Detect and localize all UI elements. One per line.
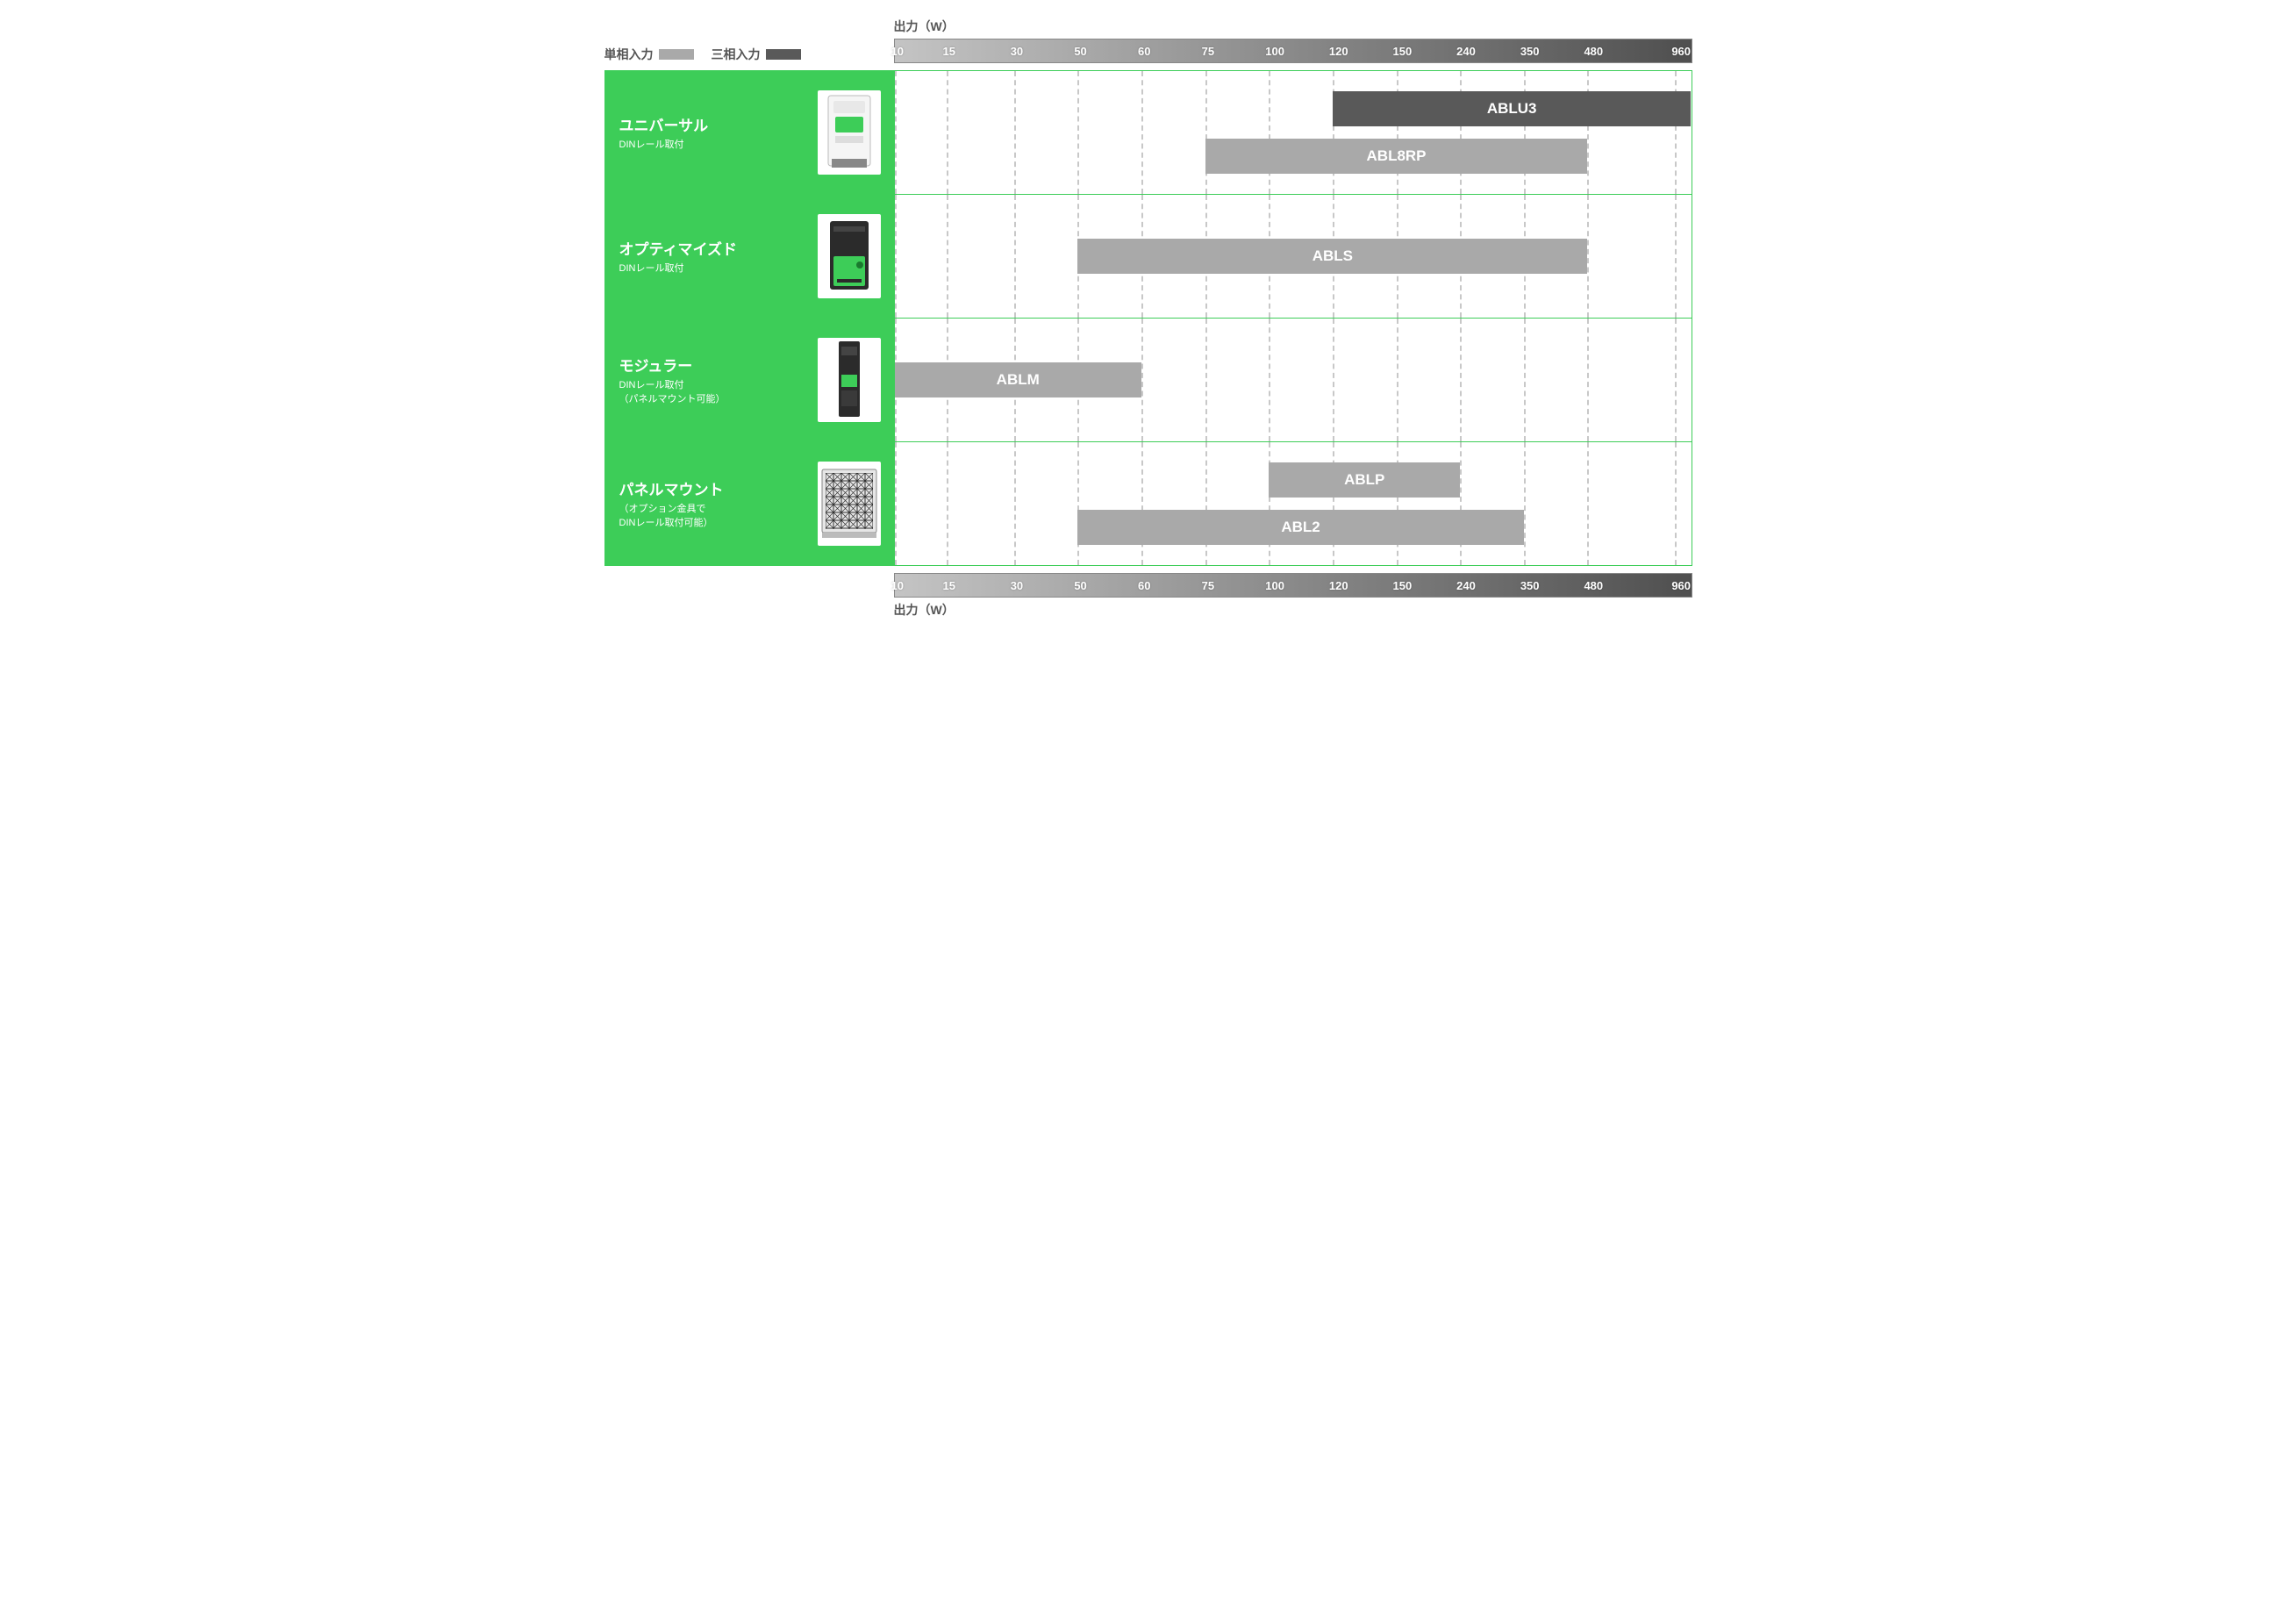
row-title: モジュラー — [619, 354, 804, 376]
legend-three-swatch — [766, 49, 801, 60]
product-thumb — [818, 338, 881, 422]
row-subtitle: DINレール取付 — [619, 139, 804, 152]
product-row: ユニバーサル DINレール取付 ABLU3 ABL8RP — [604, 71, 1692, 195]
product-row: オプティマイズド DINレール取付 ABLS — [604, 195, 1692, 319]
axis-title-bottom: 出力（W） — [894, 601, 1692, 619]
row-bars: ABLP ABL2 — [895, 442, 1692, 565]
power-supply-range-chart: 単相入力 三相入力 出力（W） 10 15 30 50 60 75 100 120 150 240… — [604, 18, 1692, 622]
axis-tick: 240 — [1456, 39, 1476, 62]
axis-bar-top: 10 15 30 50 60 75 100 120 150 240 350 480 960 — [894, 39, 1692, 63]
axis-tick: 350 — [1520, 39, 1540, 62]
axis-tick: 100 — [1265, 39, 1284, 62]
axis-tick: 100 — [1265, 574, 1284, 597]
axis-tick: 960 — [1671, 574, 1691, 597]
row-label: オプティマイズド DINレール取付 — [605, 195, 895, 318]
row-title: パネルマウント — [619, 477, 804, 499]
row-title: オプティマイズド — [619, 237, 804, 259]
axis-tick: 480 — [1584, 574, 1603, 597]
axis-tick: 480 — [1584, 39, 1603, 62]
axis-tick: 50 — [1074, 574, 1086, 597]
axis-top: 出力（W） 10 15 30 50 60 75 100 120 150 240 350 480 960 — [894, 18, 1692, 63]
axis-tick: 10 — [891, 39, 904, 62]
axis-tick: 30 — [1011, 39, 1023, 62]
axis-tick: 60 — [1138, 574, 1150, 597]
axis-tick: 120 — [1329, 574, 1348, 597]
row-bars: ABLS — [895, 195, 1692, 318]
row-subtitle: DINレール取付（パネルマウント可能） — [619, 379, 804, 406]
axis-tick: 75 — [1202, 574, 1214, 597]
range-bar: ABLM — [895, 362, 1141, 397]
footer-row: 10 15 30 50 60 75 100 120 150 240 350 480 960 出力（W） — [604, 573, 1692, 622]
axis-title-top: 出力（W） — [894, 18, 1692, 35]
axis-tick: 240 — [1456, 574, 1476, 597]
axis-tick: 10 — [891, 574, 904, 597]
axis-tick: 50 — [1074, 39, 1086, 62]
range-bar: ABLS — [1077, 239, 1587, 274]
row-title: ユニバーサル — [619, 113, 804, 135]
row-bars: ABLM — [895, 319, 1692, 441]
row-label: パネルマウント （オプション金具でDINレール取付可能） — [605, 442, 895, 565]
row-bars: ABLU3 ABL8RP — [895, 71, 1692, 194]
row-label: モジュラー DINレール取付（パネルマウント可能） — [605, 319, 895, 441]
legend-three-phase: 三相入力 — [712, 46, 801, 63]
axis-tick: 75 — [1202, 39, 1214, 62]
product-row: モジュラー DINレール取付（パネルマウント可能） ABLM — [604, 319, 1692, 442]
legend-single-phase: 単相入力 — [604, 46, 694, 63]
row-subtitle: （オプション金具でDINレール取付可能） — [619, 503, 804, 530]
axis-tick: 15 — [943, 39, 955, 62]
product-thumb — [818, 462, 881, 546]
legend-single-swatch — [659, 49, 694, 60]
row-label: ユニバーサル DINレール取付 — [605, 71, 895, 194]
product-thumb — [818, 90, 881, 175]
axis-tick: 150 — [1393, 39, 1413, 62]
range-bar: ABL8RP — [1205, 139, 1588, 174]
legend-three-label: 三相入力 — [712, 46, 761, 63]
range-bar: ABLU3 — [1333, 91, 1692, 126]
axis-tick: 60 — [1138, 39, 1150, 62]
axis-tick: 350 — [1520, 574, 1540, 597]
range-bar: ABLP — [1269, 462, 1460, 498]
legend: 単相入力 三相入力 — [604, 46, 894, 63]
axis-bottom: 10 15 30 50 60 75 100 120 150 240 350 480 960 出力（W） — [894, 573, 1692, 622]
row-subtitle: DINレール取付 — [619, 262, 804, 276]
axis-tick: 15 — [943, 574, 955, 597]
axis-bar-bottom: 10 15 30 50 60 75 100 120 150 240 350 480 960 — [894, 573, 1692, 598]
product-row: パネルマウント （オプション金具でDINレール取付可能） ABLP ABL2 — [604, 442, 1692, 566]
axis-tick: 150 — [1393, 574, 1413, 597]
axis-tick: 120 — [1329, 39, 1348, 62]
chart-rows: ユニバーサル DINレール取付 ABLU3 ABL8RP オプティマイズド DINレール取… — [604, 70, 1692, 566]
range-bar: ABL2 — [1077, 510, 1523, 545]
product-thumb — [818, 214, 881, 298]
axis-tick: 30 — [1011, 574, 1023, 597]
header-row: 単相入力 三相入力 出力（W） 10 15 30 50 60 75 100 120 150 240… — [604, 18, 1692, 63]
axis-tick: 960 — [1671, 39, 1691, 62]
legend-single-label: 単相入力 — [604, 46, 654, 63]
